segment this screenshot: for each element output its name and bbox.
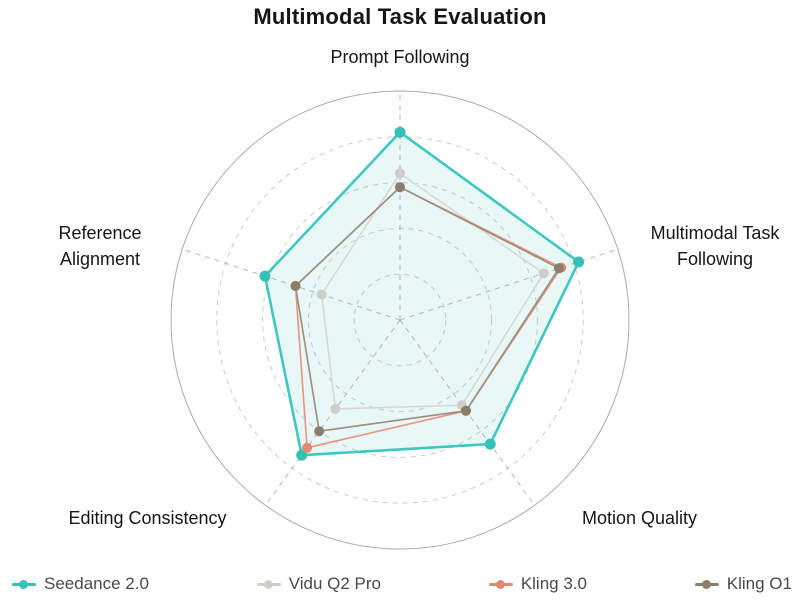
axis-label-prompt-following: Prompt Following — [330, 47, 470, 67]
axis-label-multimodal-task-following: Multimodal Task Following — [650, 223, 780, 269]
axis-label-reference-alignment: Reference Alignment — [58, 223, 142, 269]
legend-label-vidu-q2-pro: Vidu Q2 Pro — [288, 574, 382, 593]
legend-item-kling-3-0[interactable]: Kling 3.0 — [488, 574, 587, 594]
legend-label-kling-3-0: Kling 3.0 — [520, 574, 587, 593]
legend-item-vidu-q2-pro[interactable]: Vidu Q2 Pro — [256, 574, 382, 594]
legend-label-kling-o1: Kling O1 — [726, 574, 792, 593]
legend-line-dot-icon — [488, 578, 513, 590]
axis-label-editing-consistency: Editing Consistency — [68, 508, 227, 528]
legend-item-kling-o1[interactable]: Kling O1 — [694, 574, 792, 594]
legend-label-seedance-2-0: Seedance 2.0 — [44, 574, 149, 593]
axis-label-motion-quality: Motion Quality — [581, 508, 698, 528]
legend: Seedance 2.0 Vidu Q2 Pro Kling 3.0 Kling… — [0, 574, 800, 594]
legend-item-seedance-2-0[interactable]: Seedance 2.0 — [12, 574, 149, 594]
legend-line-dot-icon — [12, 578, 36, 590]
chart-title: Multimodal Task Evaluation — [253, 4, 547, 29]
legend-line-dot-icon — [694, 578, 719, 590]
legend-line-dot-icon — [256, 578, 281, 590]
